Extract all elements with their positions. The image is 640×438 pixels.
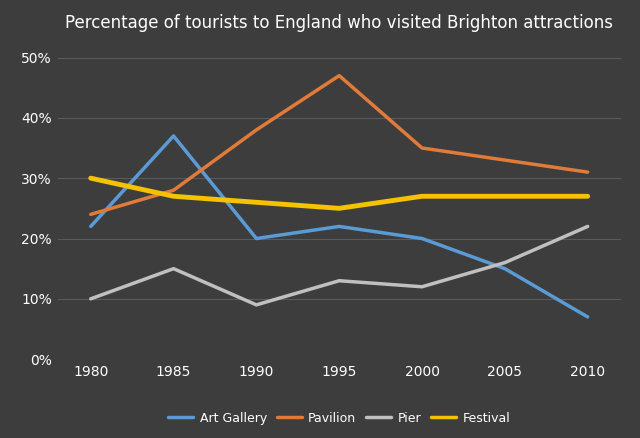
Art Gallery <box>335 224 343 229</box>
Festival <box>584 194 591 199</box>
Line: Art Gallery: Art Gallery <box>91 136 588 317</box>
Festival <box>418 194 426 199</box>
Pier <box>418 284 426 290</box>
Festival <box>87 176 95 181</box>
Pavilion <box>253 127 260 133</box>
Line: Pier: Pier <box>91 226 588 305</box>
Festival <box>501 194 509 199</box>
Art Gallery <box>253 236 260 241</box>
Pier <box>584 224 591 229</box>
Pavilion <box>584 170 591 175</box>
Pier <box>335 278 343 283</box>
Title: Percentage of tourists to England who visited Brighton attractions: Percentage of tourists to England who vi… <box>65 14 613 32</box>
Pier <box>87 296 95 301</box>
Art Gallery <box>87 224 95 229</box>
Art Gallery <box>584 314 591 320</box>
Festival <box>253 200 260 205</box>
Pier <box>170 266 177 271</box>
Festival <box>335 206 343 211</box>
Pavilion <box>170 187 177 193</box>
Art Gallery <box>501 266 509 271</box>
Art Gallery <box>170 133 177 138</box>
Festival <box>170 194 177 199</box>
Pier <box>501 260 509 265</box>
Pavilion <box>335 73 343 78</box>
Legend: Art Gallery, Pavilion, Pier, Festival: Art Gallery, Pavilion, Pier, Festival <box>163 407 515 430</box>
Pier <box>253 302 260 307</box>
Art Gallery <box>418 236 426 241</box>
Line: Pavilion: Pavilion <box>91 76 588 214</box>
Line: Festival: Festival <box>91 178 588 208</box>
Pavilion <box>87 212 95 217</box>
Pavilion <box>418 145 426 151</box>
Pavilion <box>501 157 509 162</box>
